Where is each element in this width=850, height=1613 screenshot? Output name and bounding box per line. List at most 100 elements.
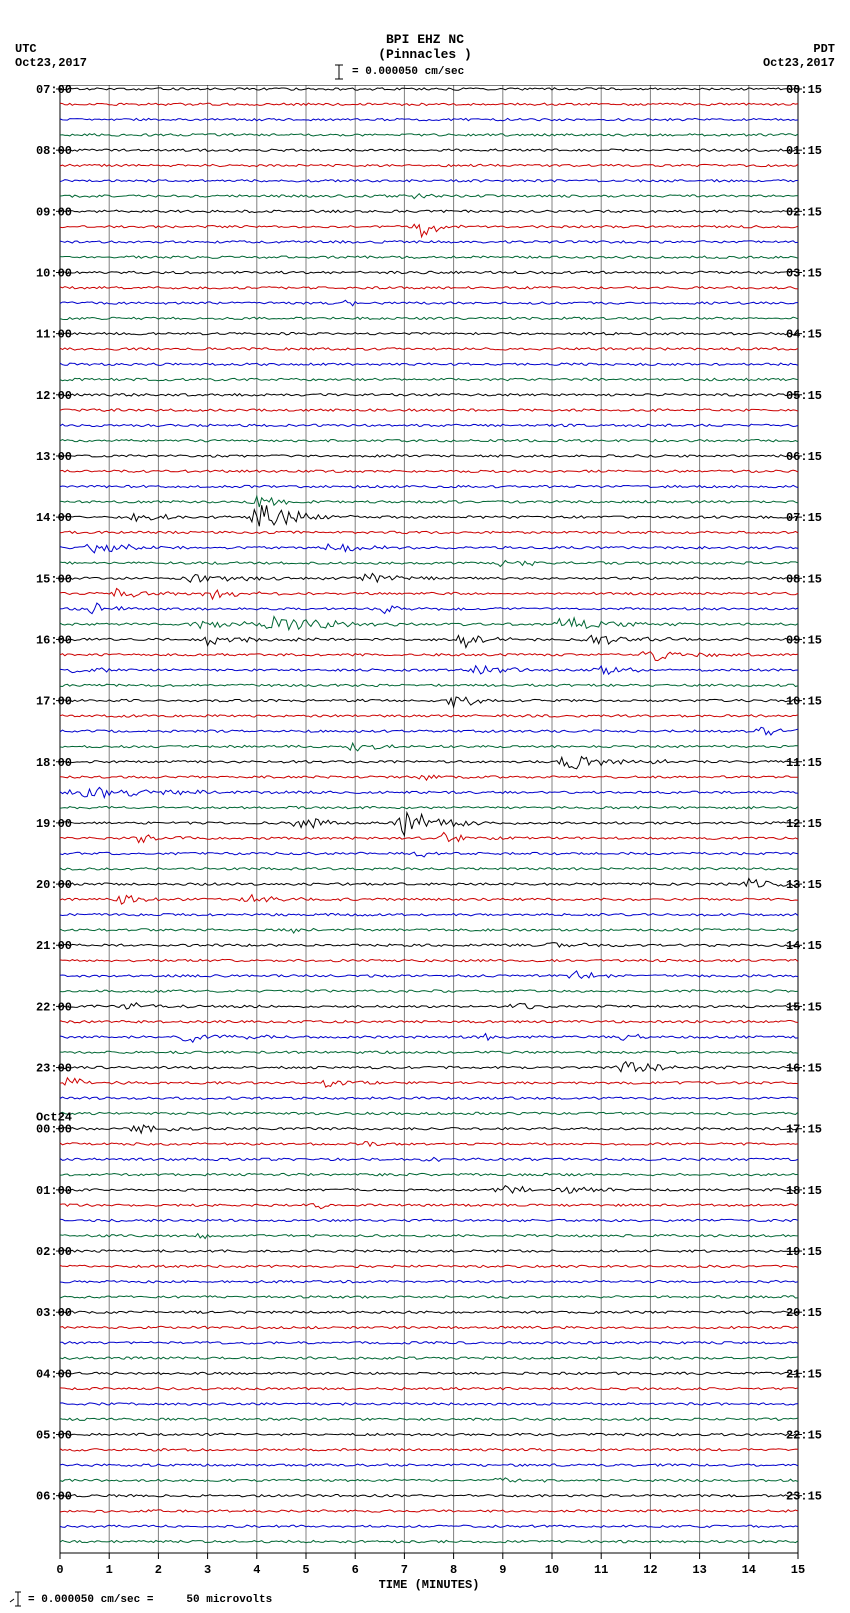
local-hour-label: 04:15 (786, 328, 822, 342)
seismic-trace-row (60, 531, 798, 533)
seismic-trace-row (60, 1449, 798, 1451)
seismic-trace-row (60, 1464, 798, 1466)
utc-hour-label: 10:00 (36, 266, 72, 280)
seismic-trace-row (60, 496, 798, 507)
seismic-trace-row (60, 1525, 798, 1527)
utc-hour-label: 05:00 (36, 1429, 72, 1443)
utc-hour-label: 23:00 (36, 1062, 72, 1076)
seismic-trace-row (60, 470, 798, 472)
seismic-trace-row (60, 1021, 798, 1023)
seismic-trace-row (60, 88, 798, 90)
seismic-trace-row (60, 833, 798, 843)
seismic-trace-row (60, 332, 798, 334)
seismic-trace-row (60, 787, 798, 797)
utc-hour-label: 07:00 (36, 85, 72, 97)
local-hour-label: 05:15 (786, 389, 822, 403)
local-hour-label: 00:15 (786, 85, 822, 97)
local-hour-label: 13:15 (786, 878, 822, 892)
seismic-trace-row (60, 727, 798, 735)
footer-scale-bar (8, 1590, 26, 1608)
utc-hour-label: 21:00 (36, 939, 72, 953)
seismic-trace-row (60, 1034, 798, 1043)
seismic-trace-row (60, 617, 798, 630)
svg-text:0: 0 (56, 1563, 63, 1577)
svg-text:TIME (MINUTES): TIME (MINUTES) (379, 1578, 480, 1592)
svg-text:10: 10 (545, 1563, 559, 1577)
local-hour-label: 21:15 (786, 1367, 822, 1381)
svg-text:14: 14 (742, 1563, 756, 1577)
seismic-trace-row (60, 149, 798, 151)
seismic-trace-row (60, 1051, 798, 1053)
station-location: (Pinnacles ) (340, 47, 510, 62)
seismic-trace-row (60, 300, 798, 306)
svg-text:2: 2 (155, 1563, 162, 1577)
svg-text:1: 1 (106, 1563, 113, 1577)
seismic-trace-row (60, 635, 798, 647)
local-hour-label: 18:15 (786, 1184, 822, 1198)
seismic-trace-row (60, 561, 798, 567)
seismic-trace-row (60, 1204, 798, 1209)
seismic-trace-row (60, 271, 798, 273)
utc-hour-label: 02:00 (36, 1245, 72, 1259)
svg-text:4: 4 (253, 1563, 260, 1577)
utc-hour-label: 14:00 (36, 511, 72, 525)
seismic-trace-row (60, 1418, 798, 1420)
seismic-trace-row (60, 1097, 798, 1099)
seismic-trace-row (60, 806, 798, 808)
seismic-trace-row (60, 1062, 798, 1072)
left-timezone: UTC (15, 42, 37, 56)
seismic-trace-row (60, 1403, 798, 1405)
svg-text:7: 7 (401, 1563, 408, 1577)
station-id: BPI EHZ NC (340, 32, 510, 47)
scale-indicator (329, 63, 351, 81)
seismic-trace-row (60, 1078, 798, 1087)
svg-text:6: 6 (352, 1563, 359, 1577)
seismic-trace-row (60, 164, 798, 166)
seismic-trace-row (60, 666, 798, 675)
seismic-trace-row (60, 394, 798, 396)
seismic-trace-row (60, 103, 798, 105)
seismic-trace-row (60, 210, 798, 212)
utc-hour-label: 08:00 (36, 144, 72, 158)
seismic-trace-row (60, 1495, 798, 1497)
seismic-trace-row (60, 1311, 798, 1313)
right-date: Oct23,2017 (763, 56, 835, 70)
seismic-trace-row (60, 409, 798, 411)
seismic-trace-row (60, 1142, 798, 1147)
local-hour-label: 01:15 (786, 144, 822, 158)
seismic-trace-row (60, 1250, 798, 1252)
seismic-trace-row (60, 194, 798, 199)
seismic-trace-row (60, 424, 798, 426)
local-hour-label: 11:15 (786, 756, 822, 770)
seismic-trace-row (60, 878, 798, 887)
seismogram-page: BPI EHZ NC (Pinnacles ) UTC Oct23,2017 P… (0, 0, 850, 1613)
seismic-trace-row (60, 971, 798, 978)
seismic-trace-row (60, 914, 798, 916)
seismic-trace-row (60, 440, 798, 442)
seismic-trace-row (60, 775, 798, 780)
seismic-trace-row (60, 943, 798, 948)
svg-text:9: 9 (499, 1563, 506, 1577)
seismic-trace-row (60, 895, 798, 904)
seismic-trace-row (60, 505, 798, 526)
seismic-trace-row (60, 1112, 798, 1114)
local-hour-label: 22:15 (786, 1429, 822, 1443)
seismic-trace-row (60, 1510, 798, 1512)
svg-text:5: 5 (302, 1563, 309, 1577)
seismic-trace-row (60, 1433, 798, 1435)
svg-text:8: 8 (450, 1563, 457, 1577)
local-hour-label: 15:15 (786, 1000, 822, 1014)
seismic-trace-row (60, 1234, 798, 1239)
utc-hour-label: 20:00 (36, 878, 72, 892)
local-hour-label: 17:15 (786, 1123, 822, 1137)
seismic-trace-row (60, 287, 798, 289)
right-timezone: PDT (813, 42, 835, 56)
local-hour-label: 03:15 (786, 266, 822, 280)
seismic-trace-row (60, 1157, 798, 1161)
seismic-trace-row (60, 224, 798, 237)
utc-hour-label: 00:00 (36, 1123, 72, 1137)
utc-hour-label: 17:00 (36, 695, 72, 709)
seismic-trace-row (60, 134, 798, 136)
seismic-trace-row (60, 1125, 798, 1133)
seismic-trace-row (60, 1280, 798, 1282)
